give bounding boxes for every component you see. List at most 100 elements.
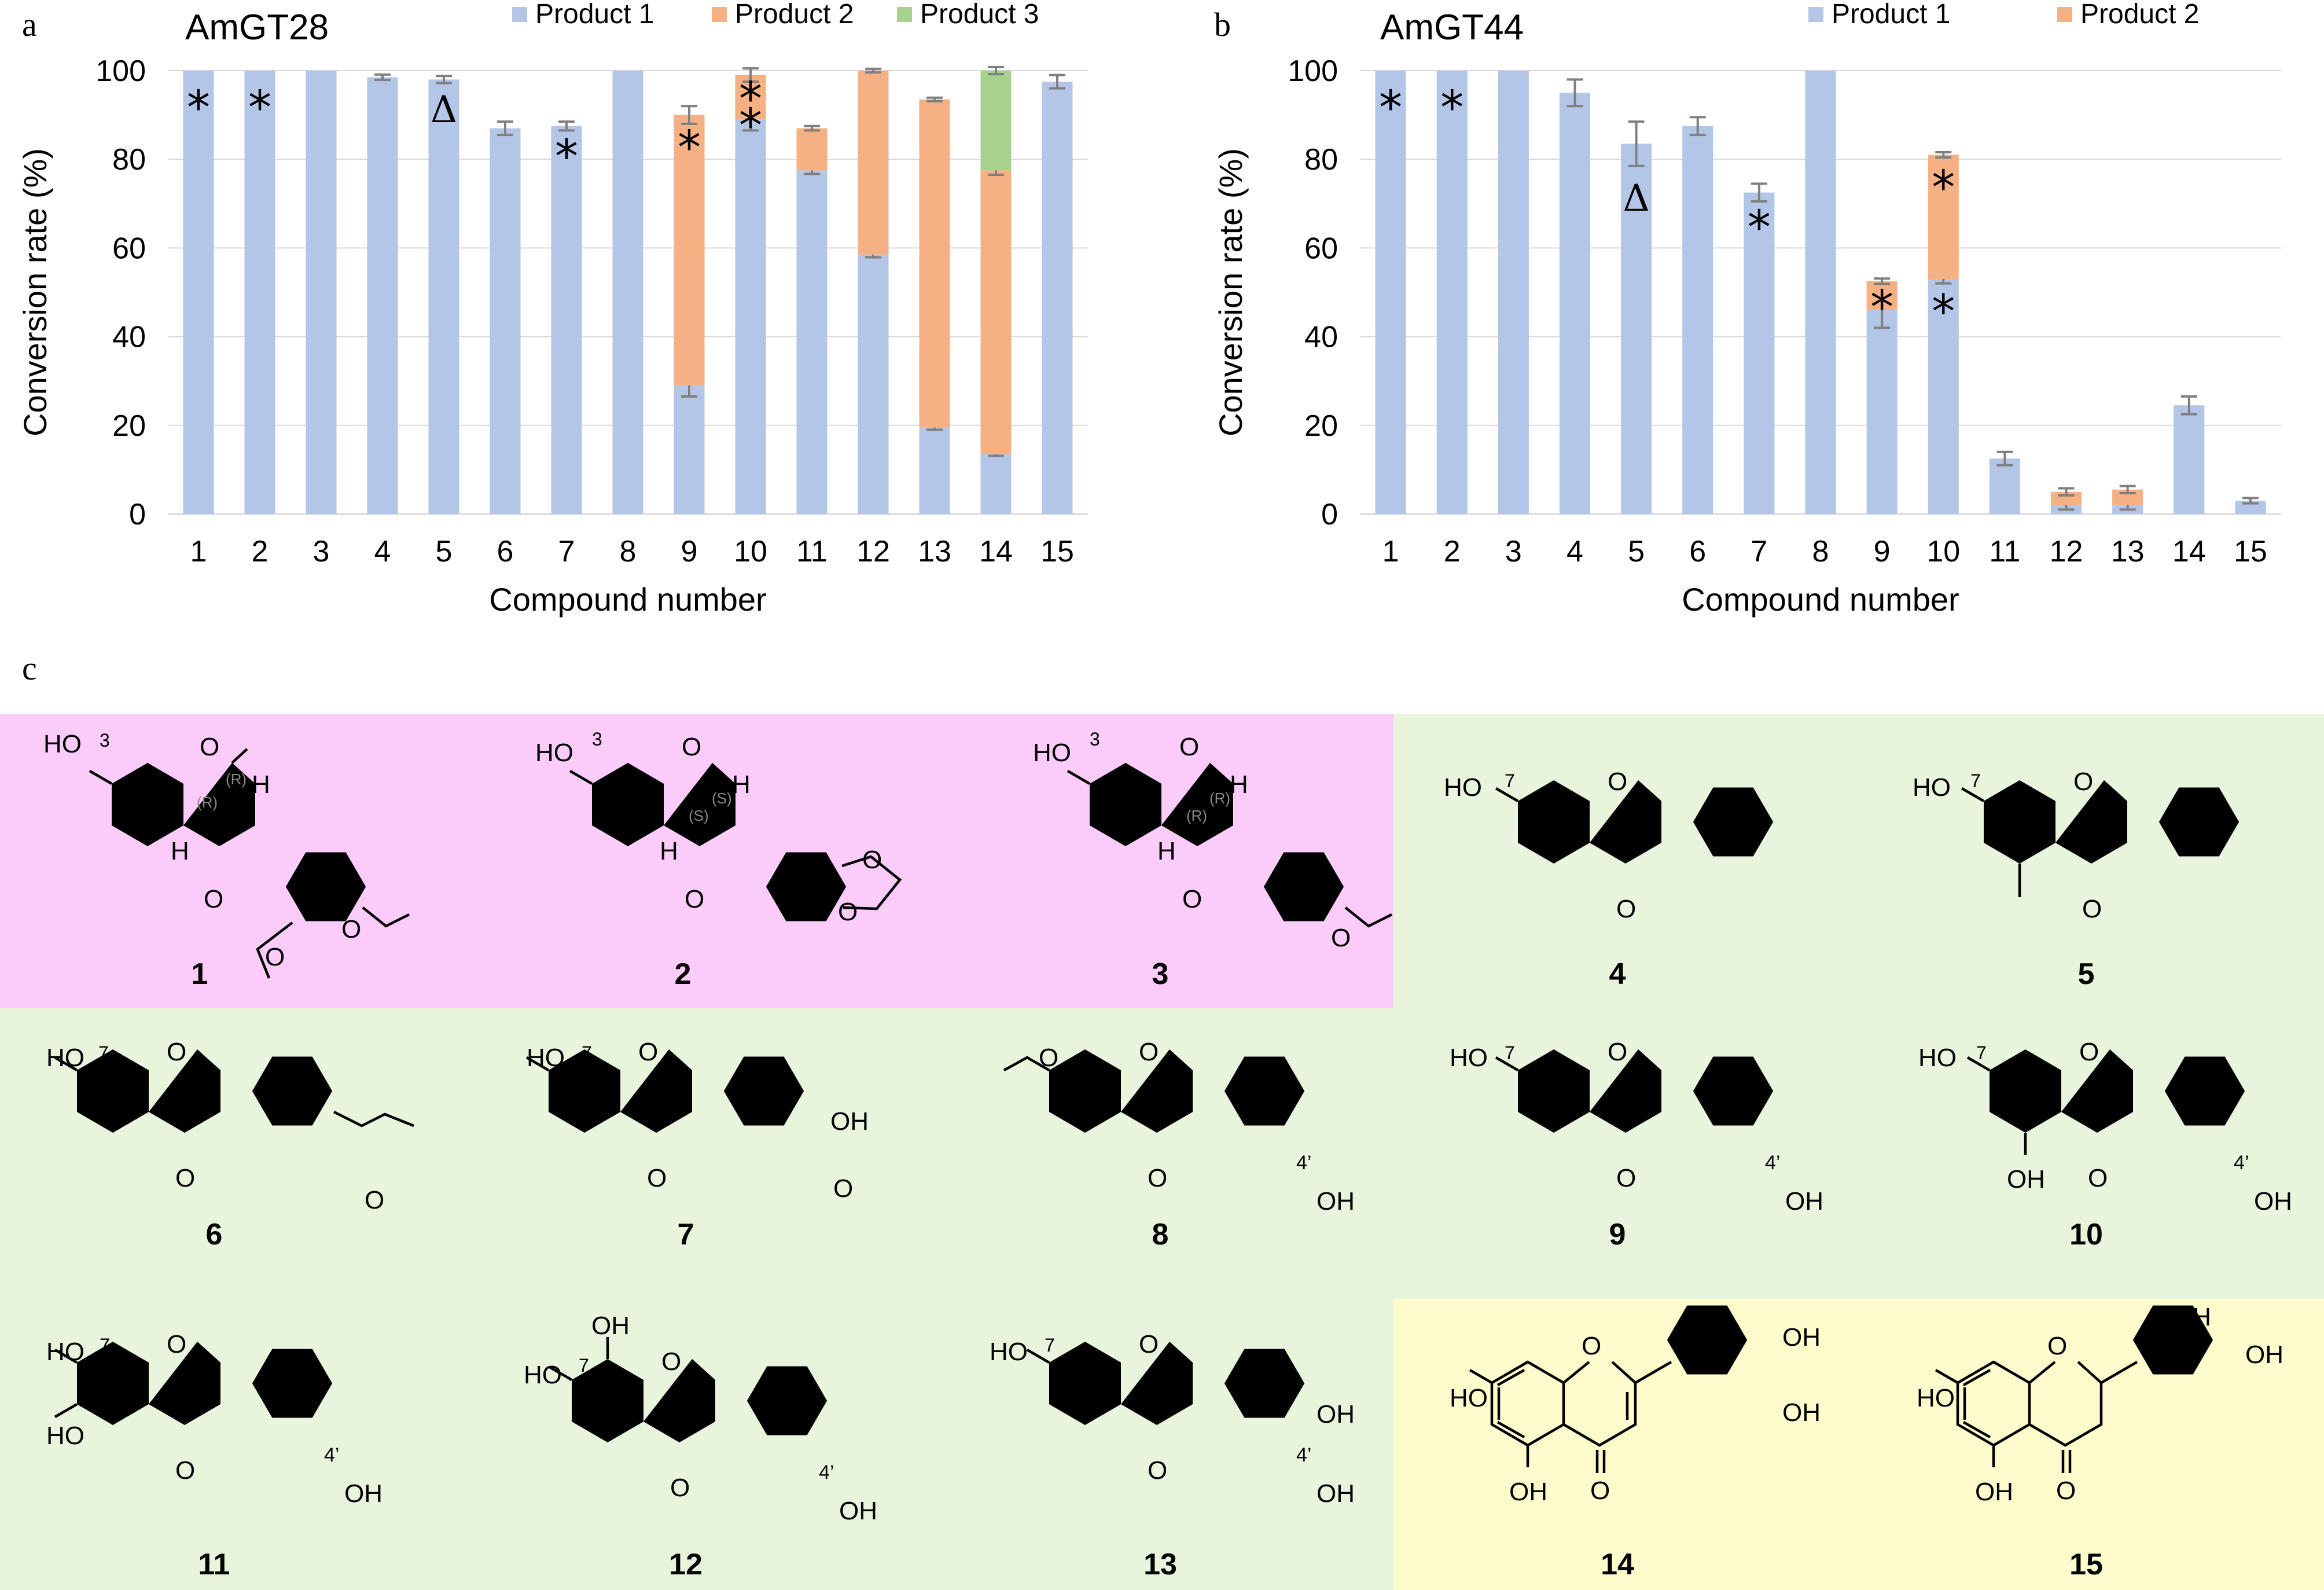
bar-1-3 [1498,71,1529,514]
structures: HO 3 O H H O O O (R) (R) 1 HO 3 O H H O … [43,729,2292,1581]
bar-1-1 [1375,71,1406,514]
bar-1-14 [980,454,1012,514]
c11-o-keto: O [175,1456,195,1485]
c6-ho: HO [46,1044,84,1072]
c11-pos4p: 4’ [324,1444,339,1466]
bar-1-13 [919,427,950,514]
c14-oh4p: OH [1782,1398,1821,1427]
bar-1-9 [674,385,705,514]
c9-pos7: 7 [1505,1042,1515,1063]
bar-1-3 [306,71,337,514]
bar-1-10 [1928,279,1959,514]
c2-stereo-s1: (S) [689,807,709,824]
x-axis-label: Compound number [489,581,766,618]
bar-1-2 [244,71,275,514]
x-tick-label: 13 [918,535,951,568]
bar-1-12 [858,254,889,514]
compound-label-6: 6 [206,1218,223,1251]
bar-1-7 [551,126,582,514]
bar-1-8 [612,71,643,514]
c15-oh4p: OH [2245,1341,2283,1369]
c14-oh5: OH [1509,1478,1547,1506]
c10-pos7: 7 [1976,1042,1987,1063]
annotation-mark: * [1932,285,1955,339]
y-tick-label: 0 [129,498,146,531]
c7-o-ring: O [638,1038,658,1066]
annotation-mark: * [1870,280,1893,334]
c9-oh: OH [1785,1187,1823,1216]
c8-o-keto: O [1148,1164,1167,1192]
c11-ho6: HO [46,1422,84,1450]
c1-pos3: 3 [100,730,110,751]
c7-o-keto: O [647,1164,667,1192]
c15-o-ring: O [2047,1332,2067,1360]
panel-label-a: a [22,6,37,43]
c2-h-top: H [732,770,751,799]
c3-pos3: 3 [1090,729,1100,750]
bar-1-11 [796,170,828,515]
c14-o-ring: O [1582,1332,1601,1360]
chart-title: AmGT28 [185,8,329,47]
x-tick-label: 11 [1989,535,2020,568]
annotation-mark: * [739,98,762,152]
c12-o-ring: O [661,1347,681,1376]
x-tick-label: 9 [1874,535,1891,568]
x-tick-label: 15 [1040,535,1074,568]
x-tick-label: 8 [1812,535,1829,568]
c11-ho7: HO [46,1338,84,1366]
bar-1-5 [428,79,459,514]
x-tick-label: 7 [558,535,575,568]
legend-swatch-1 [1808,7,1823,22]
structure-8 [1003,1049,1305,1161]
c5-pos7: 7 [1970,770,1981,791]
structure-4 [1495,780,1774,891]
x-tick-label: 13 [2111,535,2145,568]
c5-o-keto: O [2082,895,2102,923]
y-tick-label: 100 [1288,54,1338,88]
c5-ho: HO [1913,773,1951,802]
c13-oh3: OH [1317,1400,1355,1429]
c1-o-ome1: O [265,943,285,971]
legend-label-1: Product 1 [1832,0,1950,30]
bar-1-14 [2174,405,2205,514]
y-tick-label: 80 [1304,143,1338,177]
structure-5 [1961,780,2240,897]
panel-green-mid [0,1008,2324,1299]
legend-label-2: Product 2 [735,0,854,30]
legend-swatch-2 [2057,7,2072,22]
c1-ho: HO [43,730,82,758]
legend-swatch-3 [897,7,912,22]
compound-label-9: 9 [1609,1218,1626,1251]
c8-o-ome: O [1039,1044,1058,1072]
c15-ho7: HO [1917,1384,1955,1412]
c7-pos7: 7 [582,1042,592,1063]
structure-6 [54,1049,414,1161]
bar-2-9 [1866,281,1898,310]
c7-oh: OH [830,1107,869,1136]
c3-stereo-r1: (R) [1186,807,1207,824]
legend-swatch-1 [512,7,527,22]
c10-o-keto: O [2088,1164,2108,1192]
c4-o-keto: O [1616,895,1636,923]
c15-oh3p: OH [2173,1303,2211,1331]
y-tick-label: 60 [1304,232,1338,265]
annotation-mark: Δ [1623,177,1649,220]
c2-o-furan: O [685,885,704,913]
c4-o-ring: O [1608,768,1627,796]
c7-o-ome: O [833,1174,853,1203]
c2-o-dioxole1: O [862,846,882,874]
annotation-mark: * [1748,200,1771,254]
c2-stereo-s2: (S) [712,790,732,807]
c3-o-furan: O [1182,885,1202,913]
x-tick-label: 12 [2050,535,2083,568]
c12-oh8: OH [591,1312,630,1340]
y-tick-label: 100 [95,54,146,88]
bar-1-6 [1682,126,1713,514]
c15-o-keto: O [2056,1477,2076,1505]
structure-1 [89,748,410,979]
compound-label-1: 1 [192,957,208,991]
c7-ho: HO [527,1044,565,1072]
c1-o-ring: O [200,733,219,761]
structure-7 [525,1049,804,1161]
